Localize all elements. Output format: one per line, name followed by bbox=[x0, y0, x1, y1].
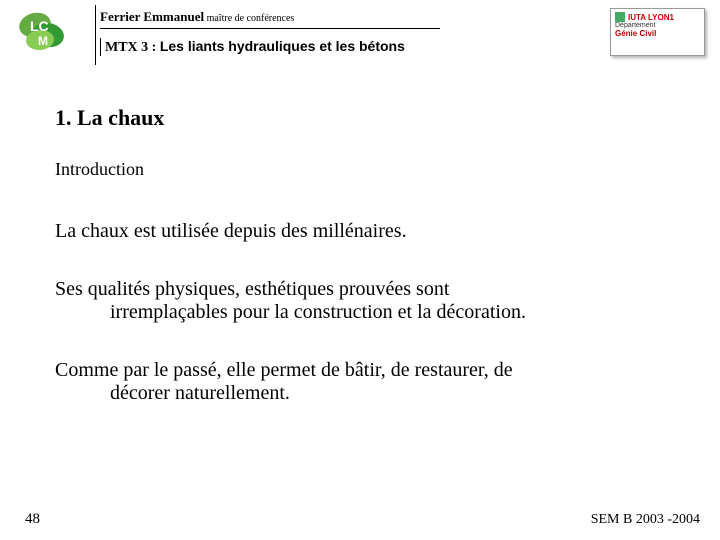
author-title: maître de conférences bbox=[204, 13, 294, 24]
paragraph-2-line1: Ses qualités physiques, esthétiques prou… bbox=[55, 278, 449, 300]
course-title: Les liants hydrauliques et les bétons bbox=[160, 38, 405, 54]
author-name: Ferrier Emmanuel bbox=[100, 9, 204, 24]
page-number: 48 bbox=[25, 511, 40, 528]
svg-text:LC: LC bbox=[30, 18, 49, 34]
paragraph-1: La chaux est utilisée depuis des milléna… bbox=[55, 220, 665, 243]
subsection-label: Introduction bbox=[55, 159, 665, 180]
paragraph-3-line2: décorer naturellement. bbox=[55, 382, 665, 405]
footer-right: SEM B 2003 -2004 bbox=[591, 512, 700, 528]
paragraph-3: Comme par le passé, elle permet de bâtir… bbox=[55, 359, 665, 405]
course-line: MTX 3 : Les liants hydrauliques et les b… bbox=[100, 38, 405, 56]
paragraph-2-line2: irremplaçables pour la construction et l… bbox=[55, 301, 665, 324]
section-heading: 1. La chaux bbox=[55, 105, 665, 131]
logo-right-line3: Génie Civil bbox=[615, 29, 700, 38]
logo-right-line1: IUTA LYON1 bbox=[628, 13, 674, 22]
slide-content: 1. La chaux Introduction La chaux est ut… bbox=[0, 70, 720, 405]
paragraph-2: Ses qualités physiques, esthétiques prou… bbox=[55, 278, 665, 324]
logo-square-icon bbox=[615, 12, 625, 22]
logo-right-line2: Département bbox=[615, 22, 700, 29]
header-divider bbox=[95, 5, 96, 65]
svg-text:M: M bbox=[38, 34, 48, 48]
slide-header: LC M Ferrier Emmanuel maître de conféren… bbox=[0, 0, 720, 70]
course-code: MTX 3 : bbox=[105, 40, 160, 55]
author-line: Ferrier Emmanuel maître de conférences bbox=[100, 8, 440, 29]
institution-logo-right: IUTA LYON1 Département Génie Civil bbox=[610, 8, 705, 56]
institution-logo-left: LC M bbox=[10, 5, 80, 60]
paragraph-3-line1: Comme par le passé, elle permet de bâtir… bbox=[55, 359, 513, 381]
